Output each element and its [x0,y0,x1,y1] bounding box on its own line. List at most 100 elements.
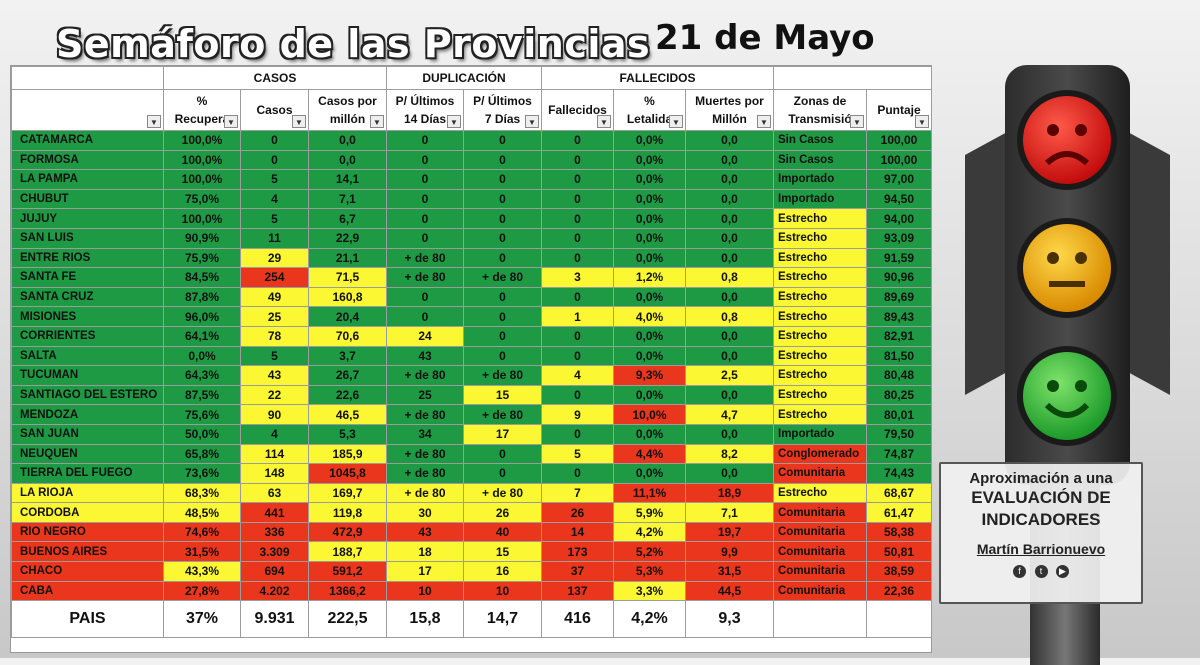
table-cell: 7,1 [308,188,387,210]
table-row: SANTA CRUZ 87,8% 49 160,8 0 0 0 0,0% 0,0 Estrecho… [11,286,932,308]
table-cell: Estrecho [773,306,867,327]
table-cell: 169,7 [308,482,387,504]
table-cell: Importado [773,188,867,210]
table-cell: Estrecho [773,227,867,249]
table-row: SAN LUIS 90,9% 11 22,9 0 0 0 0,0% 0,0 Estrecho 93,… [11,227,932,249]
table-cell: 94,50 [866,188,932,210]
table-cell: 0 [463,443,542,465]
filter-dropdown-icon[interactable]: ▼ [525,115,539,128]
table-cell: Estrecho [773,345,867,367]
table-cell: 74,87 [866,443,932,465]
table-cell: 5,3% [613,561,686,582]
table-cell: 0 [386,188,464,210]
table-cell: 0 [240,149,309,171]
sad-face-icon [1023,96,1111,184]
indicator-table-container: CASOS DUPLICACIÓN FALLECIDOS ▼% Recupera ▼… [10,65,932,653]
facebook-icon[interactable]: f [1013,565,1027,578]
table-cell: 441 [240,502,309,523]
table-cell: 336 [240,521,309,543]
table-cell: 84,5% [163,267,241,288]
table-cell: 4.202 [240,580,309,602]
column-label-line1: Zonas de [793,94,847,108]
table-cell: + de 80 [386,404,464,425]
filter-dropdown-icon[interactable]: ▼ [669,115,683,128]
table-cell: 43 [386,345,464,367]
filter-dropdown-icon[interactable]: ▼ [597,115,611,128]
column-label-line2: millón [329,112,366,126]
table-cell: 78 [240,325,309,347]
social-icons: f t ▶ [941,561,1141,579]
filter-dropdown-icon[interactable]: ▼ [757,115,771,128]
table-cell: 0,0% [613,247,686,269]
filter-dropdown-icon[interactable]: ▼ [915,115,929,128]
column-label-line1: P/ Últimos [473,94,532,108]
table-cell: 9,9 [685,541,774,563]
table-cell: 25 [386,384,464,406]
filter-dropdown-icon[interactable]: ▼ [850,115,864,128]
province-name: SAN LUIS [11,227,164,249]
table-cell: 14 [541,521,614,543]
column-label-line1: Muertes por [695,94,764,108]
table-cell: 73,6% [163,463,241,484]
table-cell: Estrecho [773,325,867,347]
table-row: MISIONES 96,0% 25 20,4 0 0 1 4,0% 0,8 Estrecho 89,… [11,306,932,327]
table-cell: 27,8% [163,580,241,602]
table-cell: 90 [240,404,309,425]
table-cell: 0 [463,247,542,269]
col-recuperados: % Recupera ▼ [163,89,241,131]
table-cell: 3,3% [613,580,686,602]
table-cell: 31,5 [685,561,774,582]
filter-dropdown-icon[interactable]: ▼ [224,115,238,128]
table-cell: 80,48 [866,365,932,386]
twitter-icon[interactable]: t [1034,565,1048,578]
table-cell: + de 80 [386,463,464,484]
table-row: MENDOZA 75,6% 90 46,5 + de 80 + de 80 9 10,0% 4,… [11,404,932,425]
table-cell: 19,7 [685,521,774,543]
table-cell: 0,8 [685,306,774,327]
column-label-line2: Letalida [626,112,673,126]
table-cell: 4,0% [613,306,686,327]
table-cell: 21,1 [308,247,387,269]
table-cell: 22,6 [308,384,387,406]
table-cell: 0 [541,423,614,445]
table-row: NEUQUEN 65,8% 114 185,9 + de 80 0 5 4,4% 8,2 Cong… [11,443,932,465]
province-name: CATAMARCA [11,130,164,151]
table-cell: 0 [541,345,614,367]
table-row: CHUBUT 75,0% 4 7,1 0 0 0 0,0% 0,0 Importado 94,50 [11,188,932,210]
filter-dropdown-icon[interactable]: ▼ [370,115,384,128]
table-cell: + de 80 [463,365,542,386]
table-cell: 0,0 [685,227,774,249]
table-cell: 0 [463,149,542,171]
table-cell: 22,9 [308,227,387,249]
filter-dropdown-icon[interactable]: ▼ [147,115,161,128]
filter-dropdown-icon[interactable]: ▼ [292,115,306,128]
filter-dropdown-icon[interactable]: ▼ [447,115,461,128]
table-cell: 188,7 [308,541,387,563]
table-cell: 0,0 [308,149,387,171]
table-cell: 5 [541,443,614,465]
table-cell: 89,43 [866,306,932,327]
col-letalidad: % Letalida ▼ [613,89,686,131]
column-label-line2: 14 Días [403,112,447,126]
province-name: CORRIENTES [11,325,164,347]
table-cell: 0,0% [613,227,686,249]
table-cell: Estrecho [773,286,867,308]
youtube-icon[interactable]: ▶ [1055,565,1069,578]
table-cell: 71,5 [308,267,387,288]
province-name: LA PAMPA [11,169,164,190]
table-cell: Estrecho [773,365,867,386]
total-label: PAIS [11,600,164,639]
table-cell: 26 [463,502,542,523]
column-label-line1: % [196,94,208,108]
table-cell: 1366,2 [308,580,387,602]
table-cell: 22,36 [866,580,932,602]
table-cell: 5,3 [308,423,387,445]
table-cell: 0,0% [613,149,686,171]
table-cell: 50,0% [163,423,241,445]
table-row: BUENOS AIRES 31,5% 3.309 188,7 18 15 173 5,2% 9,… [11,541,932,563]
province-name: SANTA CRUZ [11,286,164,308]
province-name: RIO NEGRO [11,521,164,543]
table-cell: 6,7 [308,208,387,229]
total-cell: 416 [541,600,614,639]
table-cell: Comunitaria [773,463,867,484]
